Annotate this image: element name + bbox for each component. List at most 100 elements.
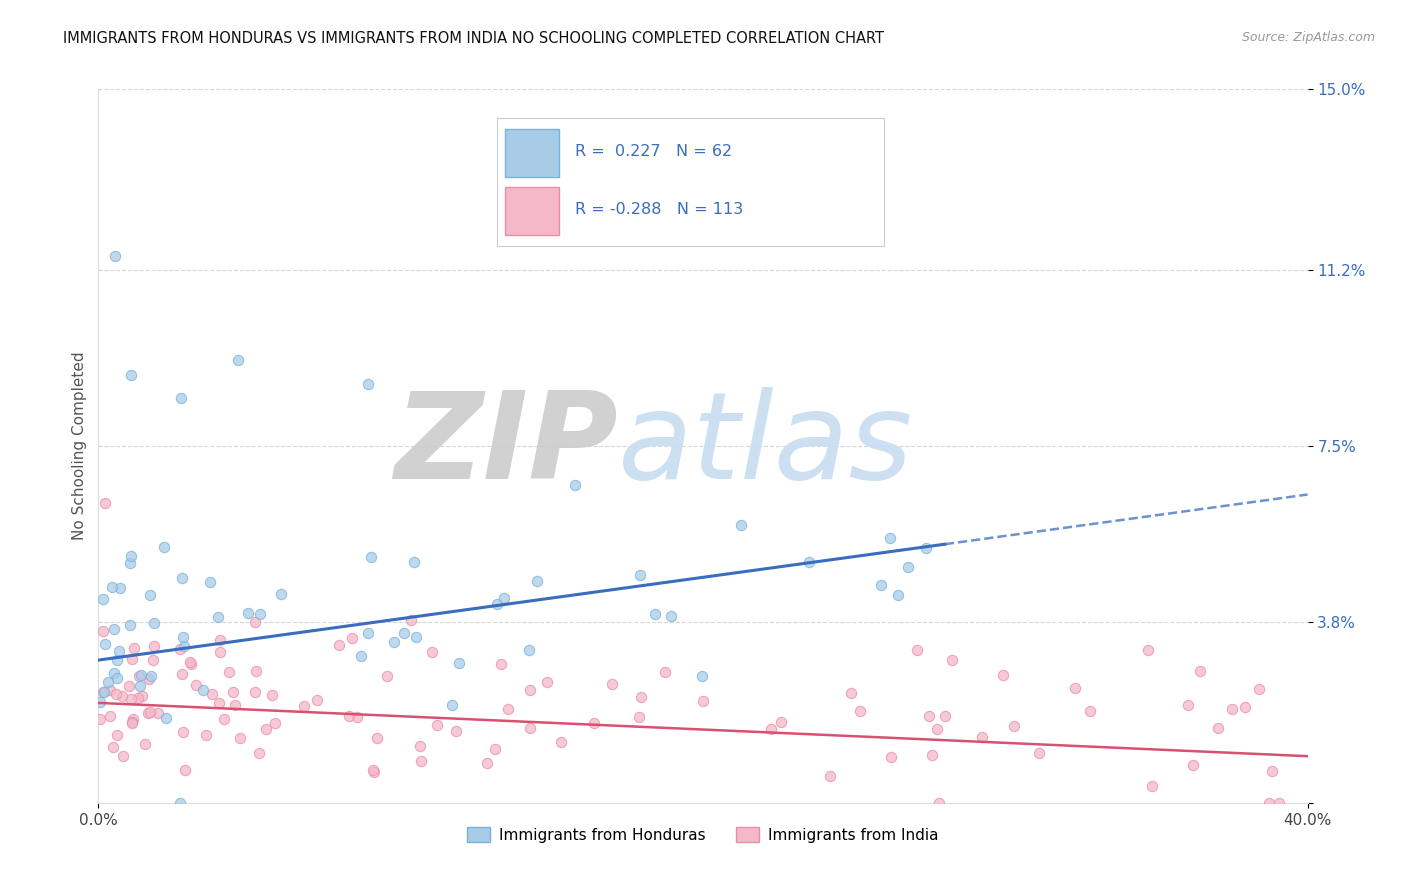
Point [226, 353, 249, 368]
Point [970, 730, 993, 744]
Point [941, 653, 963, 667]
Point [198, 574, 221, 589]
Point [340, 631, 363, 645]
Point [496, 702, 519, 716]
Point [107, 644, 129, 658]
Point [420, 645, 443, 659]
Point [475, 756, 498, 770]
Point [229, 731, 252, 745]
Point [360, 550, 382, 565]
Point [97, 674, 120, 689]
Point [934, 709, 956, 723]
Point [905, 643, 928, 657]
Point [105, 653, 128, 667]
Point [89, 712, 111, 726]
Point [131, 690, 153, 704]
Point [169, 796, 191, 810]
Point [180, 657, 202, 672]
Point [169, 641, 191, 656]
Point [382, 634, 405, 648]
Point [526, 574, 548, 588]
Point [121, 652, 143, 666]
Point [797, 555, 820, 569]
Point [886, 588, 908, 602]
Point [170, 667, 193, 681]
Point [915, 541, 938, 555]
Point [444, 723, 467, 738]
Point [1002, 719, 1025, 733]
Point [363, 765, 385, 780]
Point [292, 698, 315, 713]
Point [218, 665, 240, 679]
Point [93, 637, 115, 651]
Point [139, 669, 162, 683]
Point [179, 655, 201, 669]
Text: ZIP: ZIP [395, 387, 619, 505]
Point [270, 587, 292, 601]
Point [120, 691, 142, 706]
Point [654, 665, 676, 679]
Point [118, 618, 141, 632]
Point [91, 624, 114, 639]
Point [375, 669, 398, 683]
Point [928, 796, 950, 810]
Point [105, 671, 128, 685]
Point [991, 668, 1014, 682]
Point [628, 567, 651, 582]
Point [142, 615, 165, 630]
Point [222, 685, 245, 699]
Point [759, 722, 782, 736]
Point [879, 531, 901, 545]
Point [484, 742, 506, 756]
Point [94, 496, 117, 510]
Point [170, 571, 193, 585]
Point [1189, 665, 1212, 679]
Point [1258, 796, 1281, 810]
Point [93, 685, 115, 699]
Point [730, 518, 752, 533]
Point [627, 710, 650, 724]
Point [120, 549, 142, 563]
Point [172, 630, 194, 644]
Point [870, 578, 893, 592]
Point [519, 721, 541, 735]
Point [346, 710, 368, 724]
Point [839, 686, 862, 700]
Point [1268, 796, 1291, 810]
Point [356, 626, 378, 640]
Point [630, 690, 652, 705]
Point [243, 685, 266, 699]
Point [582, 715, 605, 730]
Point [357, 377, 380, 392]
Point [600, 677, 623, 691]
Point [129, 667, 152, 681]
Point [350, 649, 373, 664]
Point [128, 679, 150, 693]
Point [1182, 757, 1205, 772]
Point [121, 716, 143, 731]
Point [127, 690, 149, 705]
Point [195, 728, 218, 742]
Text: IMMIGRANTS FROM HONDURAS VS IMMIGRANTS FROM INDIA NO SCHOOLING COMPLETED CORRELA: IMMIGRANTS FROM HONDURAS VS IMMIGRANTS F… [63, 31, 884, 46]
Point [517, 643, 540, 657]
Point [238, 606, 260, 620]
Point [1028, 746, 1050, 760]
Point [142, 639, 165, 653]
Point [124, 640, 146, 655]
Point [1177, 698, 1199, 712]
Point [249, 607, 271, 621]
Point [409, 739, 432, 754]
Point [392, 626, 415, 640]
Point [550, 735, 572, 749]
Point [1220, 702, 1243, 716]
Point [1140, 779, 1163, 793]
Point [264, 715, 287, 730]
Point [770, 715, 793, 730]
Point [105, 728, 128, 742]
Point [174, 763, 197, 777]
Point [818, 769, 841, 783]
Point [139, 706, 162, 720]
Point [1261, 764, 1284, 779]
Point [138, 672, 160, 686]
Point [110, 689, 132, 703]
